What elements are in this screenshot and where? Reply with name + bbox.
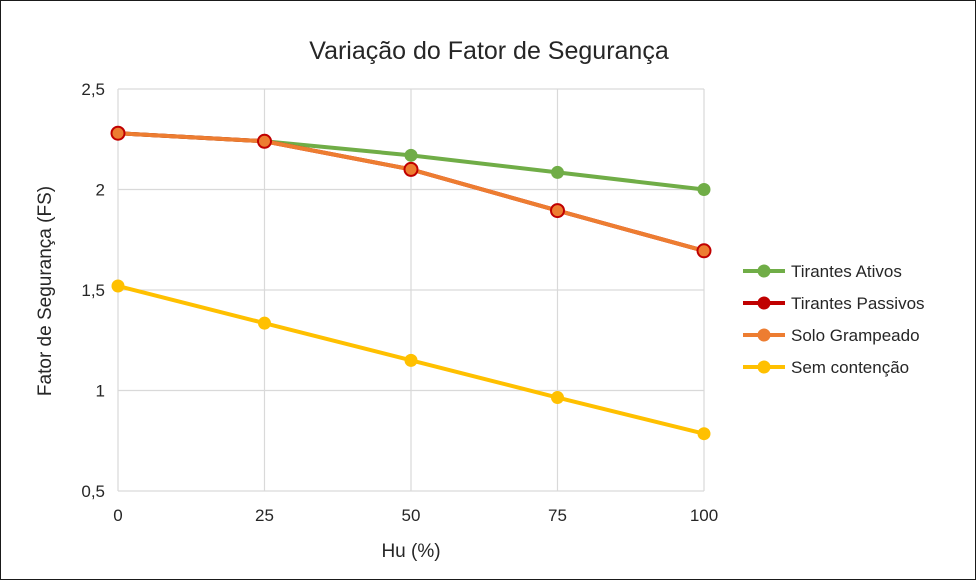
data-point bbox=[404, 148, 418, 162]
legend-label: Tirantes Passivos bbox=[791, 294, 925, 313]
series-lines bbox=[110, 125, 712, 441]
data-point bbox=[697, 183, 711, 196]
legend-label: Tirantes Ativos bbox=[791, 262, 902, 281]
data-point bbox=[550, 203, 565, 219]
chart-title: Variação do Fator de Segurança bbox=[309, 37, 669, 65]
x-axis-ticks: 0 25 50 75 100 bbox=[113, 506, 718, 525]
legend-label: Sem contenção bbox=[791, 358, 909, 377]
data-point bbox=[551, 391, 564, 405]
legend-item: Tirantes Passivos bbox=[743, 294, 925, 313]
legend-item: Sem contenção bbox=[743, 358, 909, 377]
legend: Tirantes Ativos Tirantes Passivos Solo Gra… bbox=[743, 262, 925, 377]
y-tick-label: 2 bbox=[96, 181, 105, 200]
data-point bbox=[404, 353, 418, 367]
x-tick-label: 100 bbox=[690, 506, 718, 525]
data-point bbox=[696, 243, 712, 259]
x-tick-label: 0 bbox=[113, 506, 122, 525]
legend-label: Solo Grampeado bbox=[791, 326, 920, 345]
y-axis-ticks: 0,5 1 1,5 2 2,5 bbox=[81, 80, 105, 501]
legend-marker bbox=[757, 296, 771, 310]
y-tick-label: 0,5 bbox=[81, 482, 105, 501]
legend-marker bbox=[757, 264, 771, 278]
x-axis-title: Hu (%) bbox=[381, 541, 440, 562]
y-tick-label: 2,5 bbox=[81, 80, 105, 99]
x-tick-label: 25 bbox=[255, 506, 274, 525]
data-point bbox=[551, 165, 564, 179]
series-sem-conten-o bbox=[111, 279, 711, 441]
series-solo-grampeado bbox=[110, 125, 712, 259]
x-tick-label: 50 bbox=[402, 506, 421, 525]
data-point bbox=[111, 279, 125, 293]
legend-item: Tirantes Ativos bbox=[743, 262, 902, 281]
y-tick-label: 1 bbox=[96, 382, 105, 401]
data-point bbox=[257, 133, 272, 149]
legend-marker bbox=[757, 360, 771, 374]
legend-item: Solo Grampeado bbox=[743, 326, 920, 345]
legend-marker bbox=[757, 328, 771, 342]
data-point bbox=[403, 161, 419, 177]
data-point bbox=[258, 316, 271, 330]
y-axis-title: Fator de Segurança (FS) bbox=[35, 186, 56, 396]
x-tick-label: 75 bbox=[548, 506, 567, 525]
data-point bbox=[110, 125, 126, 141]
data-point bbox=[697, 427, 711, 441]
y-tick-label: 1,5 bbox=[81, 281, 105, 300]
